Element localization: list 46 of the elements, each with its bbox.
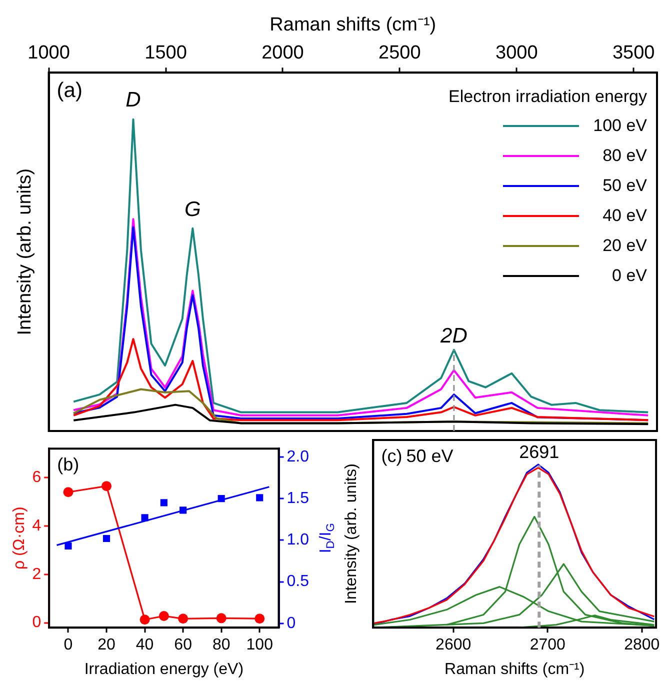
x-tick-label: 2800	[624, 636, 660, 654]
x-tick-label: 100	[246, 636, 274, 654]
legend-label: 50 eV	[602, 176, 647, 196]
x-tick-label: 2000	[262, 42, 304, 64]
y2-tick-label: 0	[286, 614, 296, 632]
x-axis-title: Irradiation energy (eV)	[84, 660, 244, 678]
annotation: D	[126, 88, 141, 112]
y-axis-title: Intensity (arb. units)	[343, 464, 360, 604]
annotation: 50 eV	[406, 446, 454, 466]
legend-label: 100 eV	[592, 116, 647, 136]
y-tick-label: 0	[32, 614, 42, 632]
y2-tick-label: 1.0	[286, 532, 310, 549]
y-tick-label: 4	[32, 517, 42, 534]
x-tick-label: 2600	[436, 636, 472, 654]
y2-tick-label: 2.0	[286, 448, 310, 466]
x-tick-label: 40	[136, 636, 154, 654]
y2-tick-label: 1.5	[286, 490, 310, 507]
x-tick-label: 20	[98, 636, 116, 654]
ref-line-label: 2691	[519, 442, 560, 462]
annotation: G	[184, 198, 201, 221]
x-axis-title: Raman shifts (cm⁻¹)	[270, 14, 436, 36]
annotation: (b)	[57, 454, 80, 475]
y-axis-title: Intensity (arb. units)	[14, 168, 36, 336]
y2-tick-label: 0.5	[286, 573, 310, 590]
text: (a)	[56, 78, 82, 102]
x-tick-label: 1000	[28, 42, 70, 64]
ref-line-label: 2D	[440, 324, 468, 348]
x-tick-label: 60	[174, 636, 192, 654]
x-tick-label: 2500	[378, 42, 421, 64]
x-tick-label: 2700	[530, 636, 566, 654]
x-axis-title: Raman shifts (cm⁻¹)	[444, 660, 585, 678]
legend-title: Electron irradiation energy	[448, 86, 647, 107]
legend-label: 0 eV	[611, 266, 647, 286]
x-tick-label: 3500	[612, 42, 655, 64]
annotation: (c)	[381, 446, 402, 466]
legend-label: 80 eV	[602, 146, 647, 166]
x-tick-label: 3000	[496, 42, 538, 64]
x-tick-label: 80	[212, 636, 230, 654]
y-axis-title: ρ (Ω·cm)	[11, 506, 28, 570]
x-tick-label: 1500	[144, 42, 187, 64]
x-tick-label: 0	[64, 636, 73, 654]
y2-axis-title: ID/IG	[317, 523, 337, 554]
y-tick-label: 2	[32, 566, 42, 583]
legend-label: 20 eV	[602, 236, 647, 256]
legend-label: 40 eV	[602, 206, 647, 226]
y-tick-label: 6	[32, 469, 42, 486]
